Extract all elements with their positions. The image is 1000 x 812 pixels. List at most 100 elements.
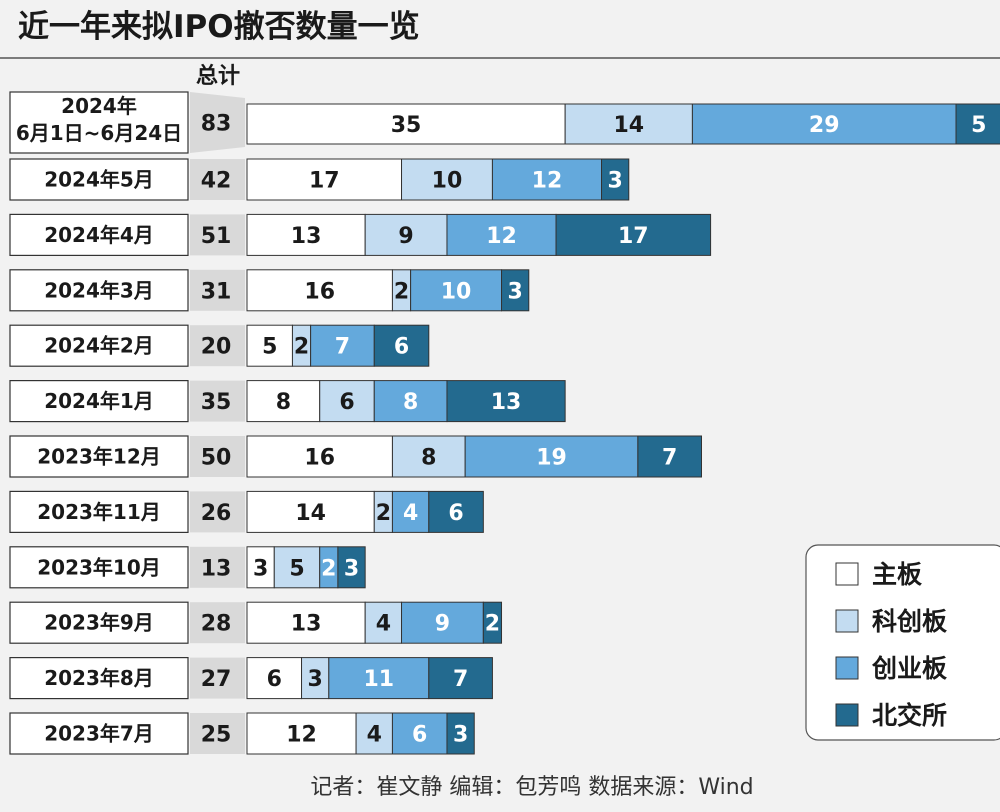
total-badge [190, 436, 245, 477]
bar-value-label: 3 [507, 279, 522, 304]
bar-value-label: 6 [267, 667, 282, 692]
category-label: 2023年11月 [37, 500, 161, 524]
bar-value-label: 2 [376, 501, 391, 526]
bar-value-label: 10 [432, 169, 463, 194]
total-badge [190, 325, 245, 367]
bar-value-label: 13 [291, 612, 322, 637]
total-header: 总计 [196, 63, 240, 89]
total-badge [190, 546, 245, 588]
bar-segment [446, 380, 566, 423]
bar-segment [691, 103, 957, 145]
bar-segment [246, 712, 357, 755]
bar-value-label: 12 [486, 224, 517, 249]
category-label: 2023年9月 [44, 611, 154, 635]
bar-value-label: 13 [291, 224, 322, 249]
bar-segment [501, 269, 530, 312]
bar-segment [401, 158, 493, 201]
category-label: 2024年 [61, 94, 137, 118]
bar-segment [373, 324, 430, 367]
bar-value-label: 7 [335, 335, 350, 360]
bar-value-label: 2 [321, 556, 336, 581]
bar-segment [637, 435, 702, 478]
bar-segment [601, 158, 630, 201]
bar-segment [364, 213, 448, 256]
category-label: 2023年7月 [44, 722, 154, 746]
category-label-box [9, 435, 189, 478]
bar-value-label: 8 [276, 390, 291, 415]
category-label-box [9, 324, 189, 367]
category-label-box [9, 601, 189, 644]
bar-segment [319, 380, 375, 423]
category-label: 2023年8月 [44, 666, 154, 690]
total-badge [190, 491, 245, 533]
chart-title: 近一年来拟IPO撤否数量一览 [18, 9, 420, 45]
bar-value-label: 16 [304, 446, 335, 471]
bar-segment [246, 546, 275, 589]
bar-segment [246, 158, 403, 201]
bar-segment [246, 380, 321, 423]
category-label: 2024年2月 [44, 334, 154, 358]
bar-segment [246, 324, 293, 367]
legend-label: 主板 [872, 560, 922, 589]
category-label: 2023年10月 [37, 555, 161, 579]
bar-value-label: 3 [308, 667, 323, 692]
total-badge [190, 214, 245, 256]
total-badge [190, 713, 245, 754]
bar-segment [564, 103, 693, 145]
bar-value-label: 9 [398, 224, 413, 249]
bar-value-label: 12 [286, 723, 317, 748]
bar-segment [482, 601, 503, 644]
bar-value-label: 3 [453, 723, 468, 748]
bar-value-label: 5 [262, 335, 277, 360]
total-badge [190, 92, 245, 153]
bar-value-label: 7 [453, 667, 468, 692]
bar-value-label: 2 [485, 612, 500, 637]
total-badge [190, 269, 245, 311]
bar-segment [337, 546, 366, 589]
bar-value-label: 19 [536, 446, 567, 471]
total-value: 50 [201, 446, 232, 471]
total-badge [190, 380, 245, 422]
bar-value-label: 6 [339, 390, 354, 415]
bar-segment [246, 601, 366, 644]
bar-value-label: 17 [618, 224, 649, 249]
category-label: 2024年3月 [44, 278, 154, 302]
category-label-box [9, 380, 189, 423]
bar-segment [491, 158, 603, 201]
bar-value-label: 5 [971, 113, 986, 138]
bar-segment [955, 103, 1000, 145]
legend-label: 北交所 [872, 701, 947, 730]
total-value: 31 [201, 279, 232, 304]
bar-value-label: 3 [607, 169, 622, 194]
total-value: 51 [201, 224, 232, 249]
category-label-box [9, 490, 189, 533]
total-value: 13 [201, 556, 232, 581]
bar-value-label: 5 [289, 556, 304, 581]
category-label-box [9, 656, 189, 700]
category-label: 2024年1月 [44, 389, 154, 413]
bar-segment [364, 601, 403, 644]
bar-value-label: 6 [448, 501, 463, 526]
bar-value-label: 8 [403, 390, 418, 415]
bar-value-label: 4 [367, 723, 382, 748]
legend-label: 创业板 [871, 654, 947, 683]
legend-swatch [835, 609, 859, 633]
bar-value-label: 17 [309, 169, 340, 194]
category-label-box [9, 269, 189, 312]
legend-swatch [835, 656, 859, 680]
total-value: 27 [201, 667, 232, 692]
bar-segment [328, 657, 430, 700]
bar-value-label: 11 [363, 667, 394, 692]
bar-segment [373, 380, 448, 423]
bar-segment [446, 213, 557, 256]
total-value: 35 [201, 390, 232, 415]
bar-value-label: 16 [304, 279, 335, 304]
bar-segment [391, 712, 448, 755]
bar-segment [355, 712, 393, 755]
bar-value-label: 2 [394, 279, 409, 304]
bar-value-label: 13 [491, 390, 522, 415]
total-value: 20 [201, 335, 232, 360]
total-value: 28 [201, 612, 232, 637]
bar-value-label: 14 [613, 113, 644, 138]
